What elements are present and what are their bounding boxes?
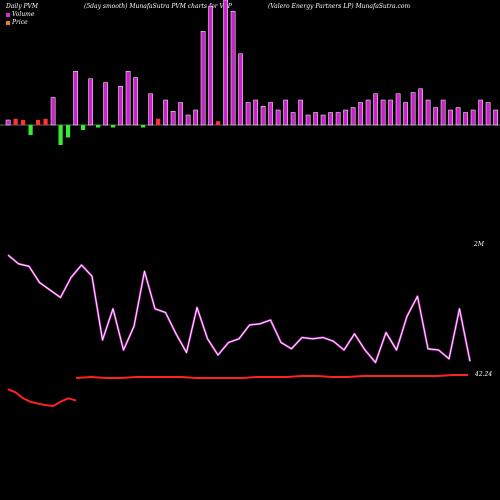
volume-bar bbox=[163, 99, 168, 126]
volume-bar bbox=[335, 112, 341, 126]
volume-bar bbox=[170, 111, 176, 126]
volume-bar bbox=[343, 109, 348, 126]
volume-bar bbox=[283, 99, 288, 126]
volume-bar bbox=[103, 82, 108, 126]
chart-header-left: Daily PVM bbox=[6, 3, 39, 10]
volume-bar bbox=[223, 0, 228, 126]
volume-bar bbox=[178, 102, 183, 126]
volume-bar bbox=[380, 99, 386, 126]
volume-bar bbox=[313, 112, 318, 126]
volume-bar bbox=[485, 102, 491, 126]
volume-bar bbox=[13, 118, 18, 125]
pvm-line-highlight bbox=[7, 254, 471, 363]
volume-bar bbox=[275, 109, 281, 126]
volume-bar bbox=[493, 109, 498, 126]
volume-bar bbox=[433, 107, 438, 126]
volume-bar bbox=[403, 102, 408, 126]
volume-bar bbox=[350, 107, 356, 126]
chart-header-right: (Valero Energy Partners LP) MunafaSutra.… bbox=[268, 3, 411, 10]
pvm-annotation: 2M bbox=[473, 241, 485, 248]
price-annotation: 42.24 bbox=[474, 371, 492, 378]
volume-bar bbox=[365, 99, 371, 126]
pvm-line bbox=[7, 254, 472, 364]
legend-price-label: Price bbox=[12, 19, 28, 26]
volume-bar bbox=[185, 114, 191, 126]
volume-bar bbox=[118, 86, 123, 126]
volume-bar bbox=[230, 11, 236, 126]
volume-bar bbox=[455, 107, 461, 126]
volume-bar bbox=[208, 6, 213, 126]
volume-bar bbox=[320, 114, 326, 126]
volume-bar bbox=[5, 119, 11, 126]
volume-bar bbox=[298, 99, 303, 126]
volume-bar bbox=[36, 120, 41, 125]
volume-bar bbox=[156, 118, 161, 125]
volume-bar bbox=[66, 125, 71, 138]
volume-bar bbox=[478, 99, 483, 126]
volume-bar bbox=[50, 97, 56, 126]
volume-bar bbox=[148, 93, 153, 126]
volume-bar bbox=[373, 93, 378, 126]
price-line-start bbox=[7, 388, 77, 408]
legend-volume: Volume bbox=[6, 11, 34, 18]
volume-bar bbox=[193, 109, 198, 126]
volume-bar bbox=[73, 71, 78, 126]
volume-bar bbox=[216, 121, 221, 125]
volume-bar bbox=[43, 118, 48, 125]
volume-bar bbox=[81, 125, 86, 130]
volume-bar bbox=[141, 125, 146, 128]
volume-bar bbox=[111, 125, 116, 128]
volume-bar bbox=[395, 93, 401, 126]
volume-bar bbox=[238, 53, 243, 126]
volume-bar bbox=[388, 99, 393, 126]
volume-bar bbox=[200, 31, 206, 126]
volume-bar bbox=[463, 112, 468, 126]
volume-bar bbox=[260, 106, 266, 126]
chart-header-center: (5day smooth) MunafaSutra PVM charts for… bbox=[84, 3, 232, 10]
volume-bar bbox=[253, 99, 258, 126]
volume-bar bbox=[133, 77, 138, 126]
legend-volume-swatch bbox=[6, 12, 10, 17]
volume-bar bbox=[305, 114, 311, 126]
volume-bar bbox=[328, 112, 333, 126]
volume-bar bbox=[358, 102, 363, 126]
legend-price: Price bbox=[6, 19, 28, 26]
legend-price-swatch bbox=[6, 20, 10, 25]
volume-bar bbox=[268, 102, 273, 126]
volume-bar bbox=[21, 120, 26, 125]
volume-bar bbox=[440, 99, 446, 126]
price-line bbox=[75, 374, 468, 379]
volume-bar bbox=[96, 125, 101, 128]
legend-volume-label: Volume bbox=[12, 11, 35, 18]
volume-bar bbox=[28, 125, 33, 135]
volume-bar bbox=[448, 109, 453, 126]
volume-bar bbox=[125, 71, 131, 126]
volume-bar bbox=[290, 112, 296, 126]
volume-bar bbox=[410, 92, 416, 126]
volume-bar bbox=[418, 88, 423, 126]
volume-bars bbox=[5, 0, 498, 145]
volume-bar bbox=[88, 78, 93, 126]
volume-bar bbox=[470, 109, 476, 126]
volume-bar bbox=[425, 99, 431, 126]
volume-bar bbox=[245, 102, 251, 126]
volume-bar bbox=[58, 125, 63, 145]
